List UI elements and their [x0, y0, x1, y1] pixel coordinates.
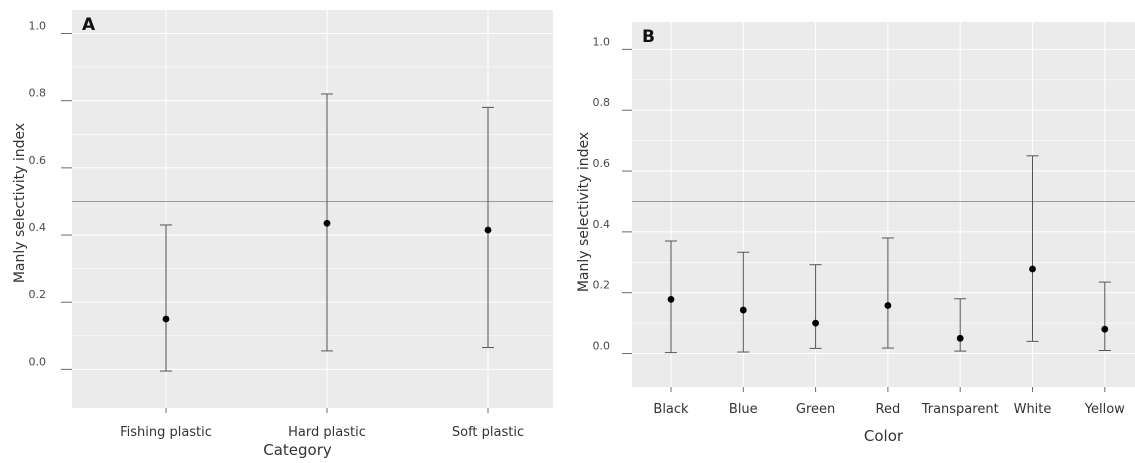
panel-label: A — [82, 15, 96, 35]
plot-background-b — [632, 22, 1135, 387]
y-tick-label: 0.4 — [29, 221, 47, 234]
y-tick-label: 0.2 — [593, 279, 611, 292]
x-axis-title: Category — [263, 441, 332, 459]
x-tick-label: Blue — [729, 402, 758, 417]
y-tick-label: 0.0 — [29, 355, 47, 368]
data-point — [812, 319, 819, 327]
y-tick-label: 0.6 — [29, 154, 47, 167]
y-tick-label: 1.0 — [593, 35, 611, 48]
y-axis-title: Manly selectivity index — [576, 132, 592, 292]
y-tick-label: 0.4 — [593, 218, 611, 231]
data-point — [1101, 325, 1109, 333]
data-point — [884, 302, 892, 309]
plot-background-a — [72, 10, 553, 408]
data-point — [956, 334, 964, 342]
panel-label: B — [642, 27, 655, 47]
x-tick-label: Fishing plastic — [120, 425, 212, 440]
y-tick-label: 0.2 — [29, 288, 47, 301]
y-tick-label: 0.6 — [593, 157, 611, 170]
data-point — [323, 219, 331, 227]
x-tick-label: Hard plastic — [288, 425, 366, 440]
y-tick-label: 0.0 — [593, 340, 611, 353]
y-tick-label: 0.8 — [593, 96, 611, 109]
x-axis-title: Color — [864, 427, 904, 445]
data-point — [739, 306, 747, 314]
x-tick-label: Black — [653, 402, 689, 417]
x-tick-label: Red — [876, 402, 901, 417]
y-tick-label: 0.8 — [29, 87, 47, 100]
data-point — [1029, 265, 1036, 273]
y-axis-title: Manly selectivity index — [12, 123, 28, 283]
x-tick-label: White — [1014, 402, 1052, 417]
data-point — [162, 315, 170, 323]
x-tick-label: Yellow — [1084, 402, 1125, 417]
x-tick-label: Green — [796, 402, 835, 417]
x-tick-label: Soft plastic — [452, 425, 524, 440]
x-tick-label: Transparent — [921, 402, 999, 417]
data-point — [667, 296, 675, 303]
data-point — [484, 226, 492, 234]
y-tick-label: 1.0 — [29, 20, 47, 33]
